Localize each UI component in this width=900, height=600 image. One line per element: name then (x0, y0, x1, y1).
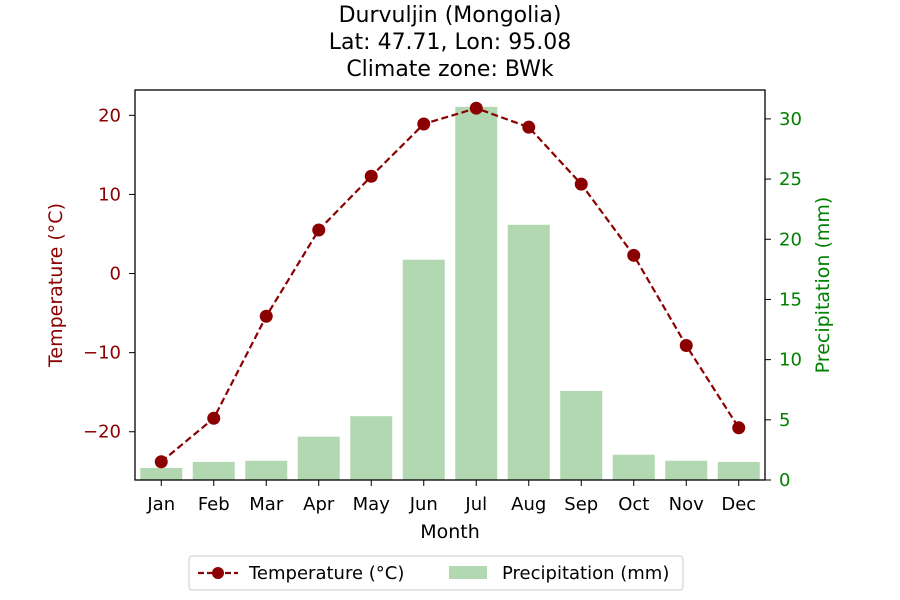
temperature-tick-label: 10 (98, 184, 121, 205)
precipitation-axis: 0 5 10 15 20 25 30 (765, 109, 802, 491)
precipitation-tick-label: 0 (779, 470, 790, 491)
precipitation-tick-label: 15 (779, 289, 802, 310)
plot-frame (134, 89, 766, 481)
temperature-point-may (364, 169, 378, 183)
precipitation-tick-label: 30 (779, 109, 802, 130)
precipitation-bar-nov (665, 460, 708, 480)
temperature-point-jan (154, 455, 168, 469)
legend-box (188, 555, 684, 591)
precipitation-tick-label: 25 (779, 169, 802, 190)
precipitation-tick-label: 5 (779, 410, 790, 431)
precipitation-bar-dec (717, 461, 760, 480)
temperature-tick-label: −10 (83, 343, 121, 364)
chart-title-line-1: Durvuljin (Mongolia) (339, 3, 562, 28)
precipitation-tick-label: 10 (779, 350, 802, 371)
precipitation-bar-jun (402, 259, 445, 480)
month-tick-label: Sep (564, 494, 598, 515)
temperature-tick-label: 0 (110, 264, 121, 285)
precipitation-bar-may (350, 416, 393, 480)
legend-precipitation-label: Precipitation (mm) (502, 563, 669, 584)
month-tick-label: Feb (198, 494, 230, 515)
month-tick-label: Jul (464, 494, 487, 515)
precipitation-bar-aug (507, 224, 550, 480)
temperature-point-jul (469, 101, 483, 115)
temperature-tick-label: 20 (98, 105, 121, 126)
temperature-point-apr (312, 223, 326, 237)
precipitation-bar-apr (297, 436, 340, 480)
precipitation-bar-jan (140, 467, 183, 480)
legend-temperature-marker (212, 567, 224, 579)
precipitation-bar-jul (455, 106, 498, 480)
month-tick-label: Jan (146, 494, 175, 515)
precipitation-bar-sep (560, 390, 603, 480)
month-tick-label: Aug (511, 494, 546, 515)
y-axis-right-label: Precipitation (mm) (812, 197, 834, 374)
temperature-line (154, 101, 746, 469)
month-tick-label: Nov (669, 494, 704, 515)
legend: Temperature (°C) Precipitation (mm) (188, 555, 684, 591)
temperature-point-dec (732, 421, 746, 435)
precipitation-tick-label: 20 (779, 229, 802, 250)
precipitation-bar-oct (612, 454, 655, 480)
legend-precipitation-swatch (449, 566, 487, 579)
temperature-tick-label: −20 (83, 422, 121, 443)
y-axis-left-label: Temperature (°C) (45, 203, 67, 368)
temperature-point-oct (627, 248, 641, 262)
month-tick-label: Jun (409, 494, 438, 515)
precipitation-bar-mar (245, 460, 288, 480)
temperature-line-path (160, 107, 740, 463)
month-tick-label: Oct (618, 494, 649, 515)
temperature-axis: −20 −10 0 10 20 (83, 105, 135, 443)
month-axis: Jan Feb Mar Apr May Jun Jul Aug Sep Oct Nov Dec (146, 480, 756, 515)
temperature-point-sep (574, 177, 588, 191)
legend-temperature-label: Temperature (°C) (248, 563, 404, 584)
temperature-point-feb (207, 411, 221, 425)
temperature-point-jun (417, 117, 431, 131)
temperature-point-aug (522, 120, 536, 134)
precipitation-bars (140, 106, 760, 480)
month-tick-label: May (353, 494, 391, 515)
temperature-point-mar (259, 309, 273, 323)
chart-title-line-2: Lat: 47.71, Lon: 95.08 (329, 30, 571, 55)
x-axis-label: Month (420, 521, 480, 543)
month-tick-label: Dec (721, 494, 756, 515)
temperature-point-nov (679, 339, 693, 353)
chart-title-line-3: Climate zone: BWk (346, 57, 554, 82)
month-tick-label: Mar (249, 494, 284, 515)
month-tick-label: Apr (303, 494, 335, 515)
precipitation-bar-feb (192, 461, 235, 480)
